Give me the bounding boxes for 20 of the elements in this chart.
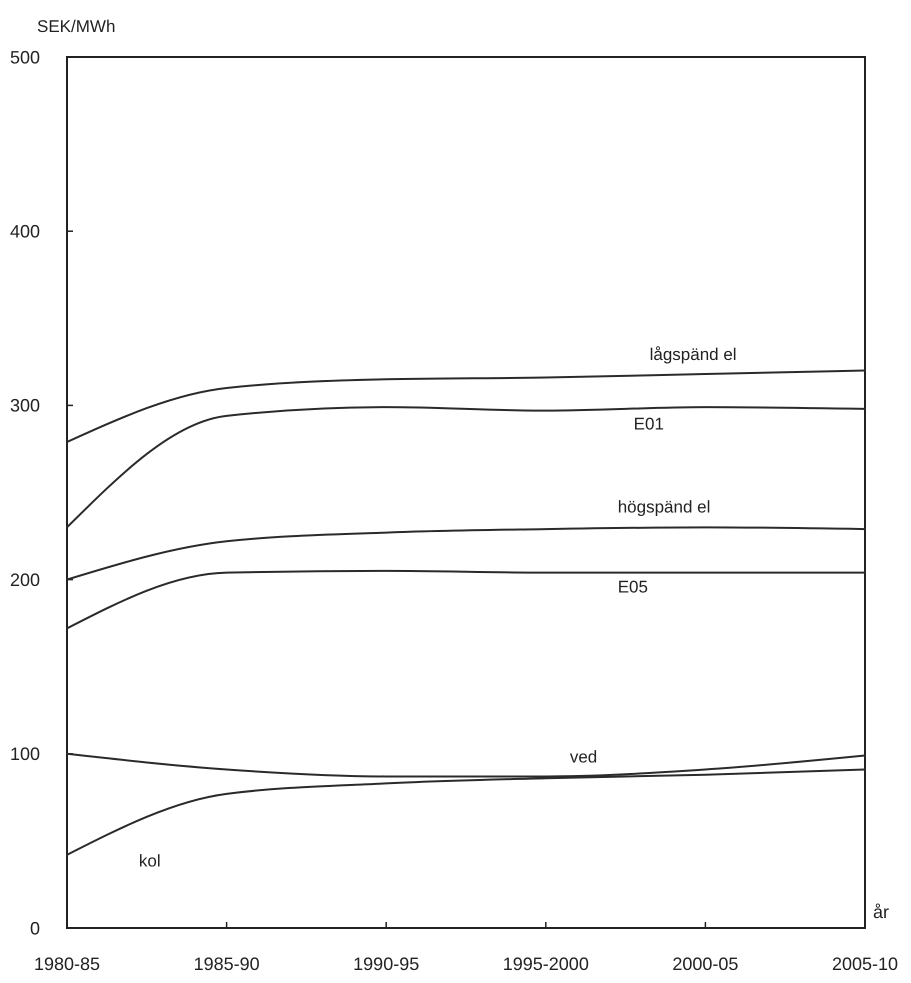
x-tick-label: 2000-05	[672, 954, 738, 974]
series-label: kol	[138, 852, 161, 871]
y-tick-label: 500	[10, 47, 40, 68]
x-tick-label: 1995-2000	[502, 954, 589, 974]
y-tick-label: 0	[30, 918, 40, 938]
y-tick-label: 400	[10, 222, 40, 242]
series-label: ved	[570, 747, 598, 766]
series-label: högspänd el	[618, 498, 710, 517]
x-tick-label: 1990-95	[353, 954, 420, 974]
x-tick-label: 1980-85	[34, 954, 100, 974]
y-tick-label: 300	[10, 396, 40, 416]
x-tick-label: 2005-10	[832, 954, 898, 974]
series-label: lågspänd el	[650, 345, 737, 364]
x-tick-label: 1985-90	[194, 954, 260, 974]
y-axis-title: SEK/MWh	[37, 17, 116, 36]
series-label: E01	[634, 414, 664, 434]
x-axis-title: år	[873, 902, 890, 922]
y-tick-label: 200	[10, 570, 40, 590]
series-label: E05	[618, 578, 648, 597]
y-tick-label: 100	[10, 744, 40, 764]
